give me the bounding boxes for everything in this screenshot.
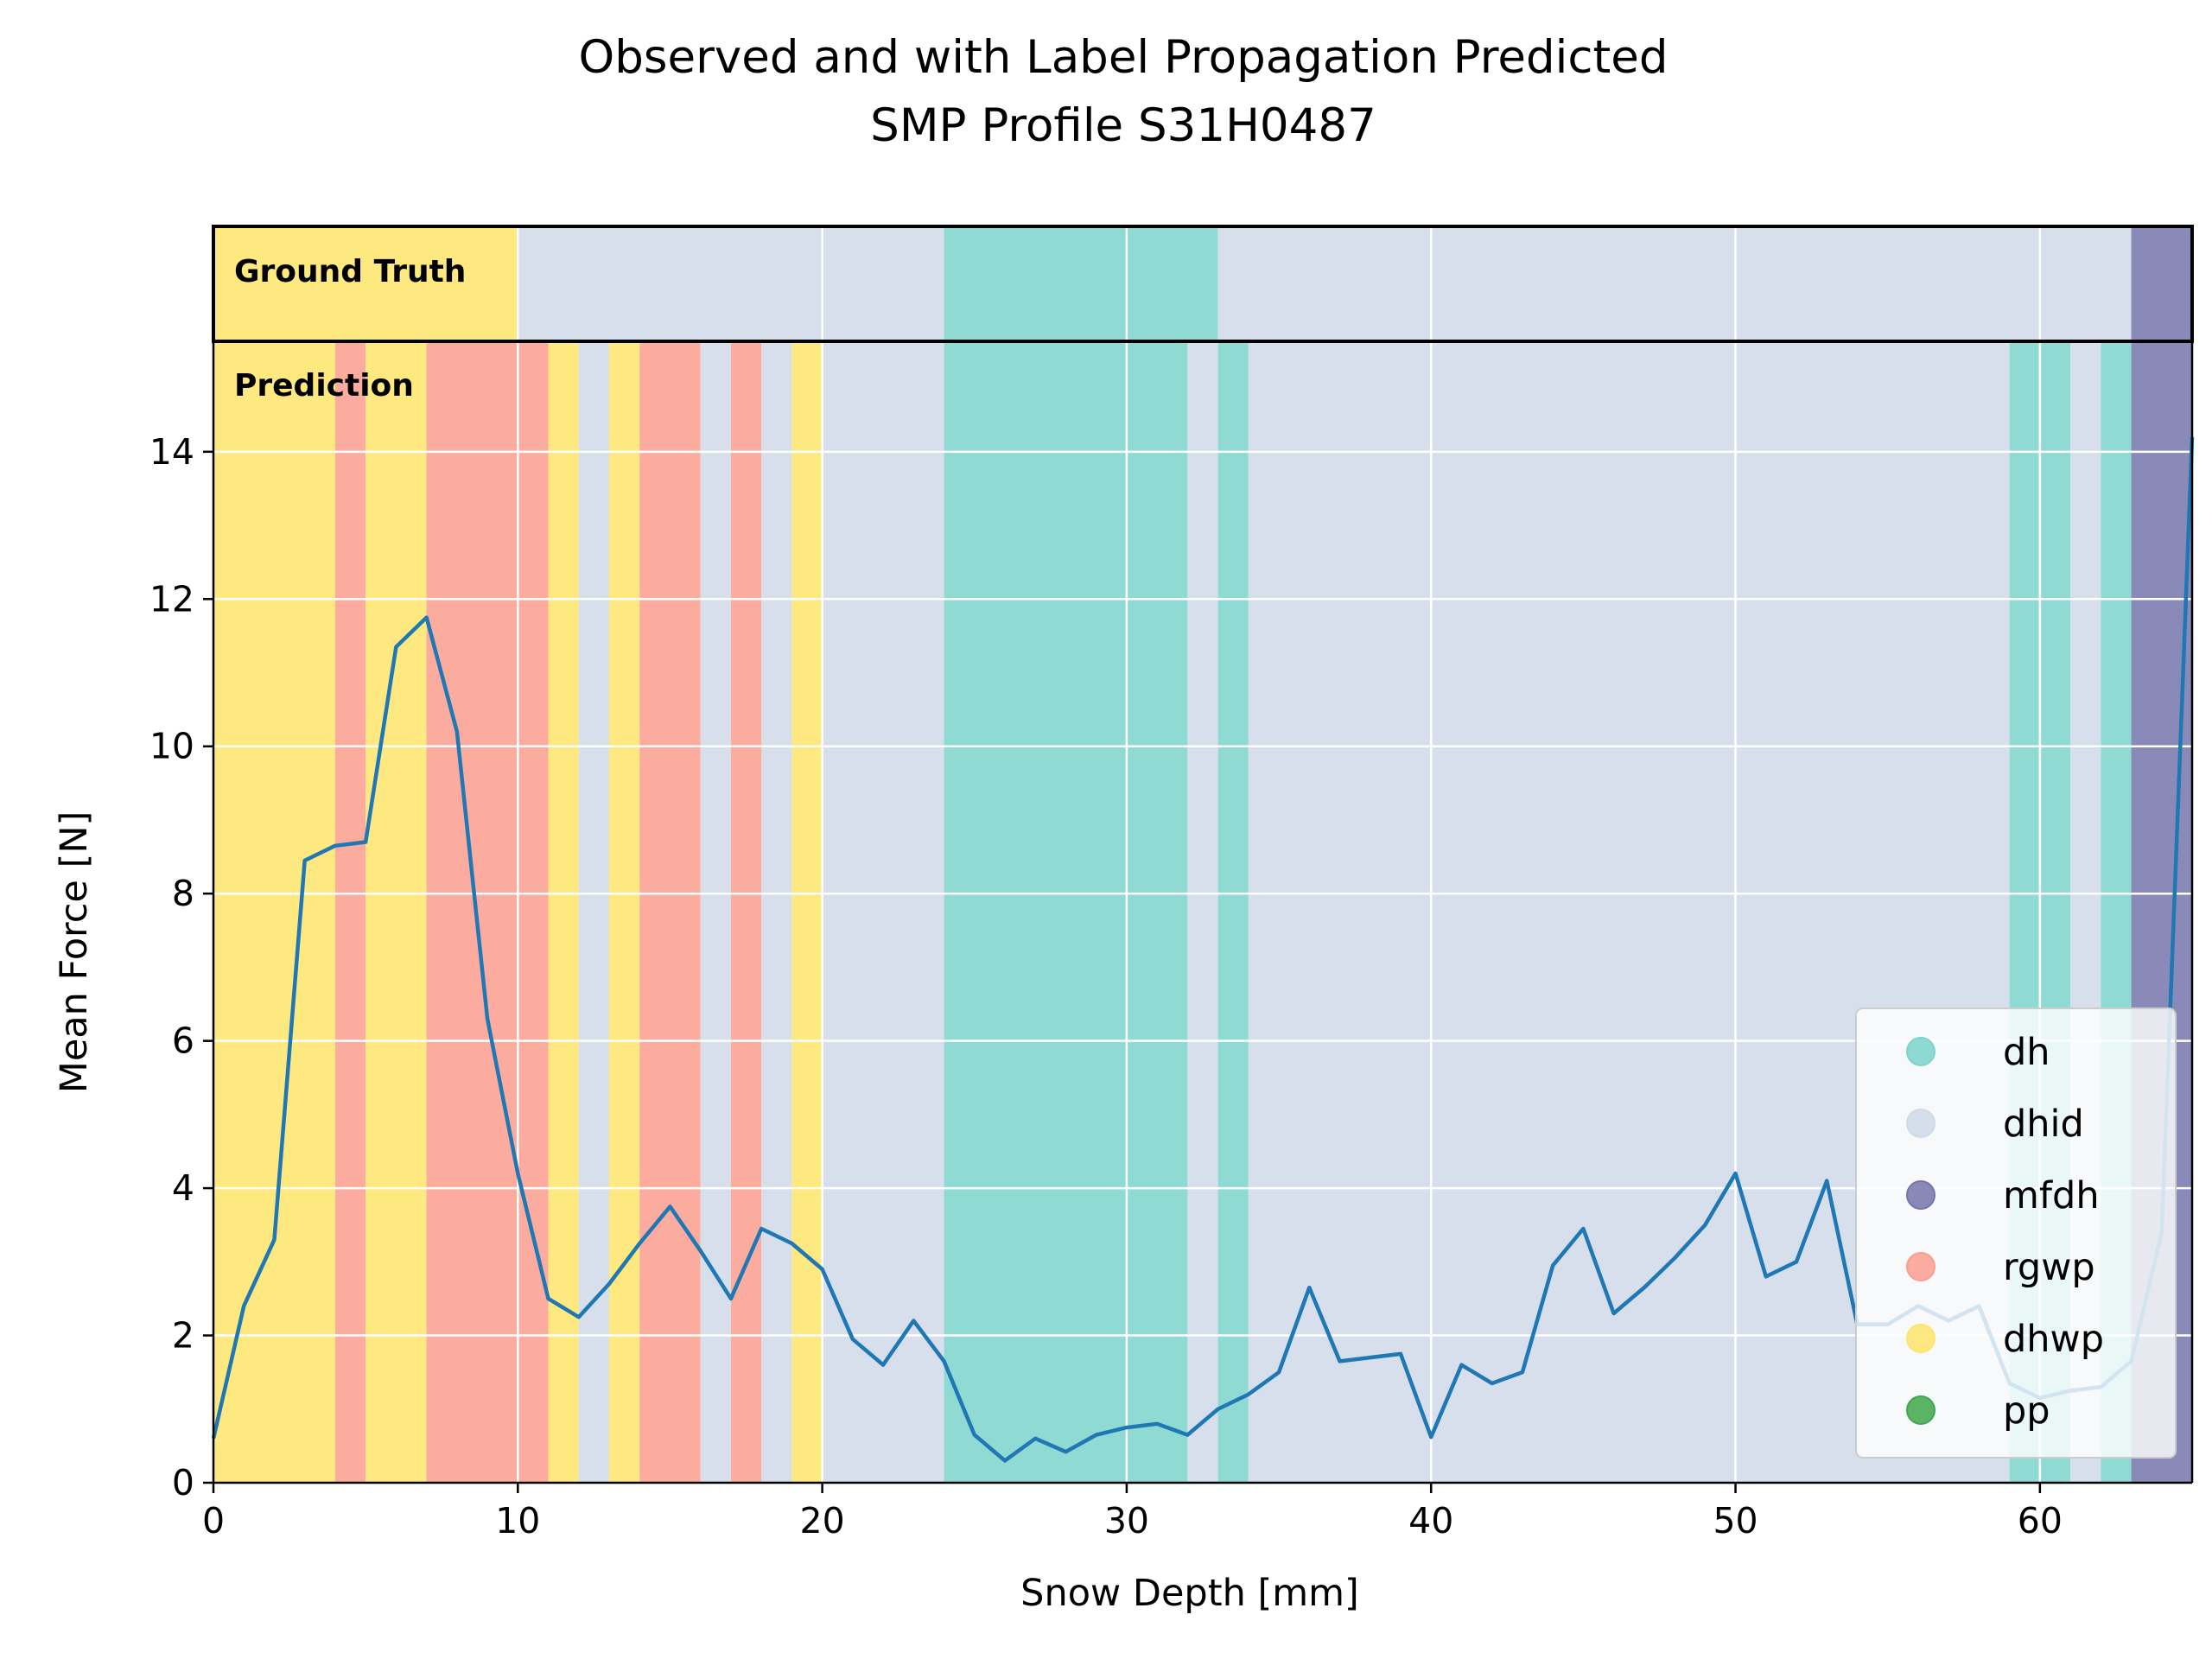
prediction-bands [213,341,2192,1483]
prediction-band-rgwp [334,341,366,1483]
prediction-band-dhid [700,341,731,1483]
prediction-band-dhid [822,341,944,1483]
legend-marker-dh [1906,1037,1936,1066]
prediction-band-dhwp [548,341,579,1483]
x-tick-label: 40 [1408,1500,1453,1541]
prediction-band-rgwp [639,341,701,1483]
prediction-band-dhwp [609,341,640,1483]
prediction-band-dhwp [365,341,427,1483]
legend: dh dhid mfdh rgwp dhwp pp [1855,1007,2177,1459]
y-tick-label: 2 [172,1315,194,1357]
x-axis-label: Snow Depth [mm] [1020,1572,1359,1615]
ground-truth-bands [213,226,2192,341]
prediction-band-rgwp [730,341,762,1483]
prediction-band-dhid [761,341,792,1483]
prediction-band-dhwp [791,341,823,1483]
ticks: 0 10 20 30 40 50 60 0 2 4 6 8 10 12 14 [149,431,2063,1541]
ground-truth-label: Ground Truth [234,254,466,289]
ground-truth-band-dhwp [213,226,518,341]
x-tick-label: 10 [495,1500,540,1541]
chart-subtitle: SMP Profile S31H0487 [870,99,1376,152]
ground-truth-band-dh [944,226,1218,341]
prediction-band-dh [944,341,1188,1483]
y-tick-label: 10 [149,726,194,767]
prediction-label: Prediction [234,368,414,404]
y-tick-label: 12 [149,578,194,620]
legend-box [1855,1007,2177,1459]
legend-marker-mfdh [1906,1180,1936,1210]
x-tick-label: 20 [800,1500,845,1541]
x-tick-label: 0 [202,1500,225,1541]
prediction-band-rgwp [426,341,549,1483]
legend-label-dhwp: dhwp [2003,1318,2104,1361]
prediction-band-dhid [578,341,609,1483]
gridlines [212,226,2192,1483]
ground-truth-frame [212,225,2194,343]
prediction-band-dhwp [213,341,335,1483]
x-tick-label: 30 [1104,1500,1149,1541]
ground-truth-band-mfdh [2131,226,2192,341]
prediction-band-dhid [1187,341,1218,1483]
ground-truth-band-dhid [518,226,944,341]
legend-marker-dhwp [1906,1324,1936,1353]
y-tick-label: 4 [172,1167,194,1209]
legend-label-pp: pp [2003,1389,2050,1433]
ground-truth-band-dhid [1217,226,2132,341]
x-tick-label: 50 [1713,1500,1758,1541]
y-tick-label: 8 [172,873,194,914]
legend-marker-pp [1906,1395,1936,1425]
legend-label-mfdh: mfdh [2003,1174,2100,1217]
axes-frames [212,225,2194,1484]
legend-marker-rgwp [1906,1252,1936,1281]
x-tick-label: 60 [2018,1500,2063,1541]
legend-label-dhid: dhid [2003,1103,2084,1146]
legend-marker-dhid [1906,1109,1936,1138]
legend-label-dh: dh [2003,1031,2050,1074]
y-tick-label: 0 [172,1462,194,1503]
y-tick-label: 6 [172,1020,194,1062]
chart-title: Observed and with Label Propagation Pred… [578,31,1668,84]
prediction-band-dh [1217,341,1249,1483]
legend-label-rgwp: rgwp [2003,1246,2095,1289]
y-tick-label: 14 [149,431,194,473]
y-axis-label: Mean Force [N] [53,811,96,1094]
